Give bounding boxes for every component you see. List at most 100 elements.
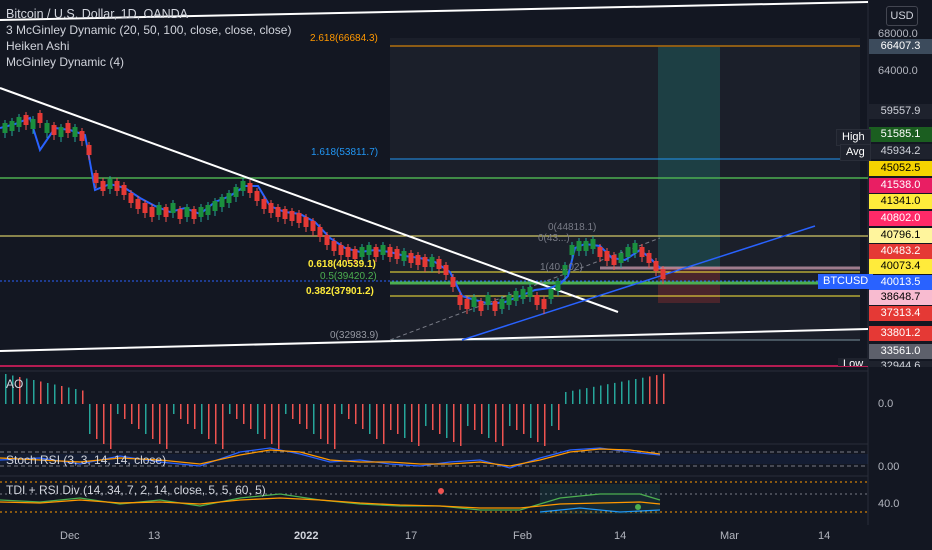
candle-body[interactable] [37, 113, 43, 123]
candle-body[interactable] [72, 127, 78, 137]
legend-indicator-heikenashi[interactable]: Heiken Ashi [6, 39, 70, 53]
candle-body[interactable] [450, 277, 456, 287]
candle-body[interactable] [93, 173, 99, 183]
candle-body[interactable] [471, 297, 477, 307]
candle-body[interactable] [625, 247, 631, 257]
candle-body[interactable] [303, 217, 309, 227]
candle-body[interactable] [51, 125, 57, 135]
candle-body[interactable] [191, 209, 197, 219]
candle-body[interactable] [506, 295, 512, 305]
candle-body[interactable] [86, 145, 92, 155]
candle-body[interactable] [289, 211, 295, 221]
candle-body[interactable] [513, 291, 519, 301]
symbol-title[interactable]: Bitcoin / U.S. Dollar, 1D, OANDA [6, 7, 189, 21]
candle-body[interactable] [366, 245, 372, 255]
candle-body[interactable] [660, 269, 666, 279]
candle-body[interactable] [205, 205, 211, 215]
candle-body[interactable] [478, 301, 484, 311]
candle-body[interactable] [296, 213, 302, 223]
trendline-channel-blue[interactable] [461, 225, 816, 341]
candle-body[interactable] [436, 259, 442, 269]
candle-body[interactable] [352, 249, 358, 259]
candle-body[interactable] [198, 207, 204, 217]
candle-body[interactable] [527, 287, 533, 297]
candle-body[interactable] [114, 181, 120, 191]
candle-body[interactable] [170, 203, 176, 213]
candle-body[interactable] [247, 183, 253, 193]
candle-body[interactable] [485, 295, 491, 305]
candle-body[interactable] [128, 193, 134, 203]
candle-body[interactable] [324, 235, 330, 245]
candle-body[interactable] [16, 117, 22, 127]
candle-body[interactable] [338, 245, 344, 255]
candle-body[interactable] [562, 265, 568, 275]
candle-body[interactable] [611, 255, 617, 265]
candle-body[interactable] [499, 299, 505, 309]
candle-body[interactable] [541, 299, 547, 309]
candle-body[interactable] [240, 181, 246, 191]
candle-body[interactable] [107, 179, 113, 189]
candle-body[interactable] [576, 241, 582, 251]
candle-body[interactable] [548, 289, 554, 299]
candle-body[interactable] [2, 123, 8, 133]
candle-body[interactable] [401, 251, 407, 261]
tdi-title[interactable]: TDI + RSI Div (14, 34, 7, 2, 14, close, … [6, 483, 266, 497]
currency-button[interactable]: USD [886, 6, 918, 26]
position-profit-zone[interactable] [658, 47, 720, 267]
candle-body[interactable] [618, 253, 624, 263]
stoch-k-line[interactable] [0, 447, 661, 469]
candle-body[interactable] [653, 261, 659, 271]
candle-body[interactable] [9, 121, 15, 131]
candle-body[interactable] [639, 247, 645, 257]
candle-body[interactable] [394, 249, 400, 259]
candle-body[interactable] [149, 207, 155, 217]
candle-body[interactable] [142, 203, 148, 213]
candle-body[interactable] [254, 191, 260, 201]
tdi-bullish-div-dot[interactable] [635, 504, 641, 510]
candle-body[interactable] [408, 253, 414, 263]
stoch-title[interactable]: Stoch RSI (3, 3, 14, 14, close) [6, 453, 167, 467]
candle-body[interactable] [30, 119, 36, 129]
candle-body[interactable] [100, 181, 106, 191]
candle-body[interactable] [79, 131, 85, 141]
candle-body[interactable] [121, 185, 127, 195]
candle-body[interactable] [275, 207, 281, 217]
candle-body[interactable] [184, 207, 190, 217]
candle-body[interactable] [646, 253, 652, 263]
candle-body[interactable] [583, 241, 589, 251]
stoch-d-line[interactable] [0, 448, 661, 467]
candle-body[interactable] [282, 209, 288, 219]
candle-body[interactable] [597, 247, 603, 257]
candle-body[interactable] [212, 201, 218, 211]
candle-body[interactable] [156, 205, 162, 215]
candle-body[interactable] [268, 203, 274, 213]
candle-body[interactable] [464, 299, 470, 309]
candle-body[interactable] [520, 289, 526, 299]
candle-body[interactable] [310, 221, 316, 231]
candle-body[interactable] [331, 241, 337, 251]
candle-body[interactable] [443, 265, 449, 275]
legend-indicator-mcginley3[interactable]: 3 McGinley Dynamic (20, 50, 100, close, … [6, 23, 292, 37]
candle-body[interactable] [23, 115, 29, 125]
trendline-bottom[interactable] [0, 328, 869, 352]
candle-body[interactable] [534, 295, 540, 305]
candle-body[interactable] [163, 207, 169, 217]
candle-body[interactable] [44, 123, 50, 133]
candle-body[interactable] [233, 187, 239, 197]
candle-body[interactable] [429, 257, 435, 267]
candle-body[interactable] [457, 295, 463, 305]
candle-body[interactable] [555, 281, 561, 291]
candle-body[interactable] [492, 301, 498, 311]
candle-body[interactable] [65, 123, 71, 133]
candle-body[interactable] [317, 227, 323, 237]
tdi-signal-line[interactable] [0, 497, 661, 509]
candle-body[interactable] [387, 247, 393, 257]
candle-body[interactable] [135, 199, 141, 209]
candle-body[interactable] [177, 209, 183, 219]
candle-body[interactable] [590, 239, 596, 249]
candle-body[interactable] [604, 251, 610, 261]
candle-body[interactable] [569, 245, 575, 255]
heiken-ashi-candles[interactable] [2, 110, 666, 316]
candle-body[interactable] [219, 197, 225, 207]
